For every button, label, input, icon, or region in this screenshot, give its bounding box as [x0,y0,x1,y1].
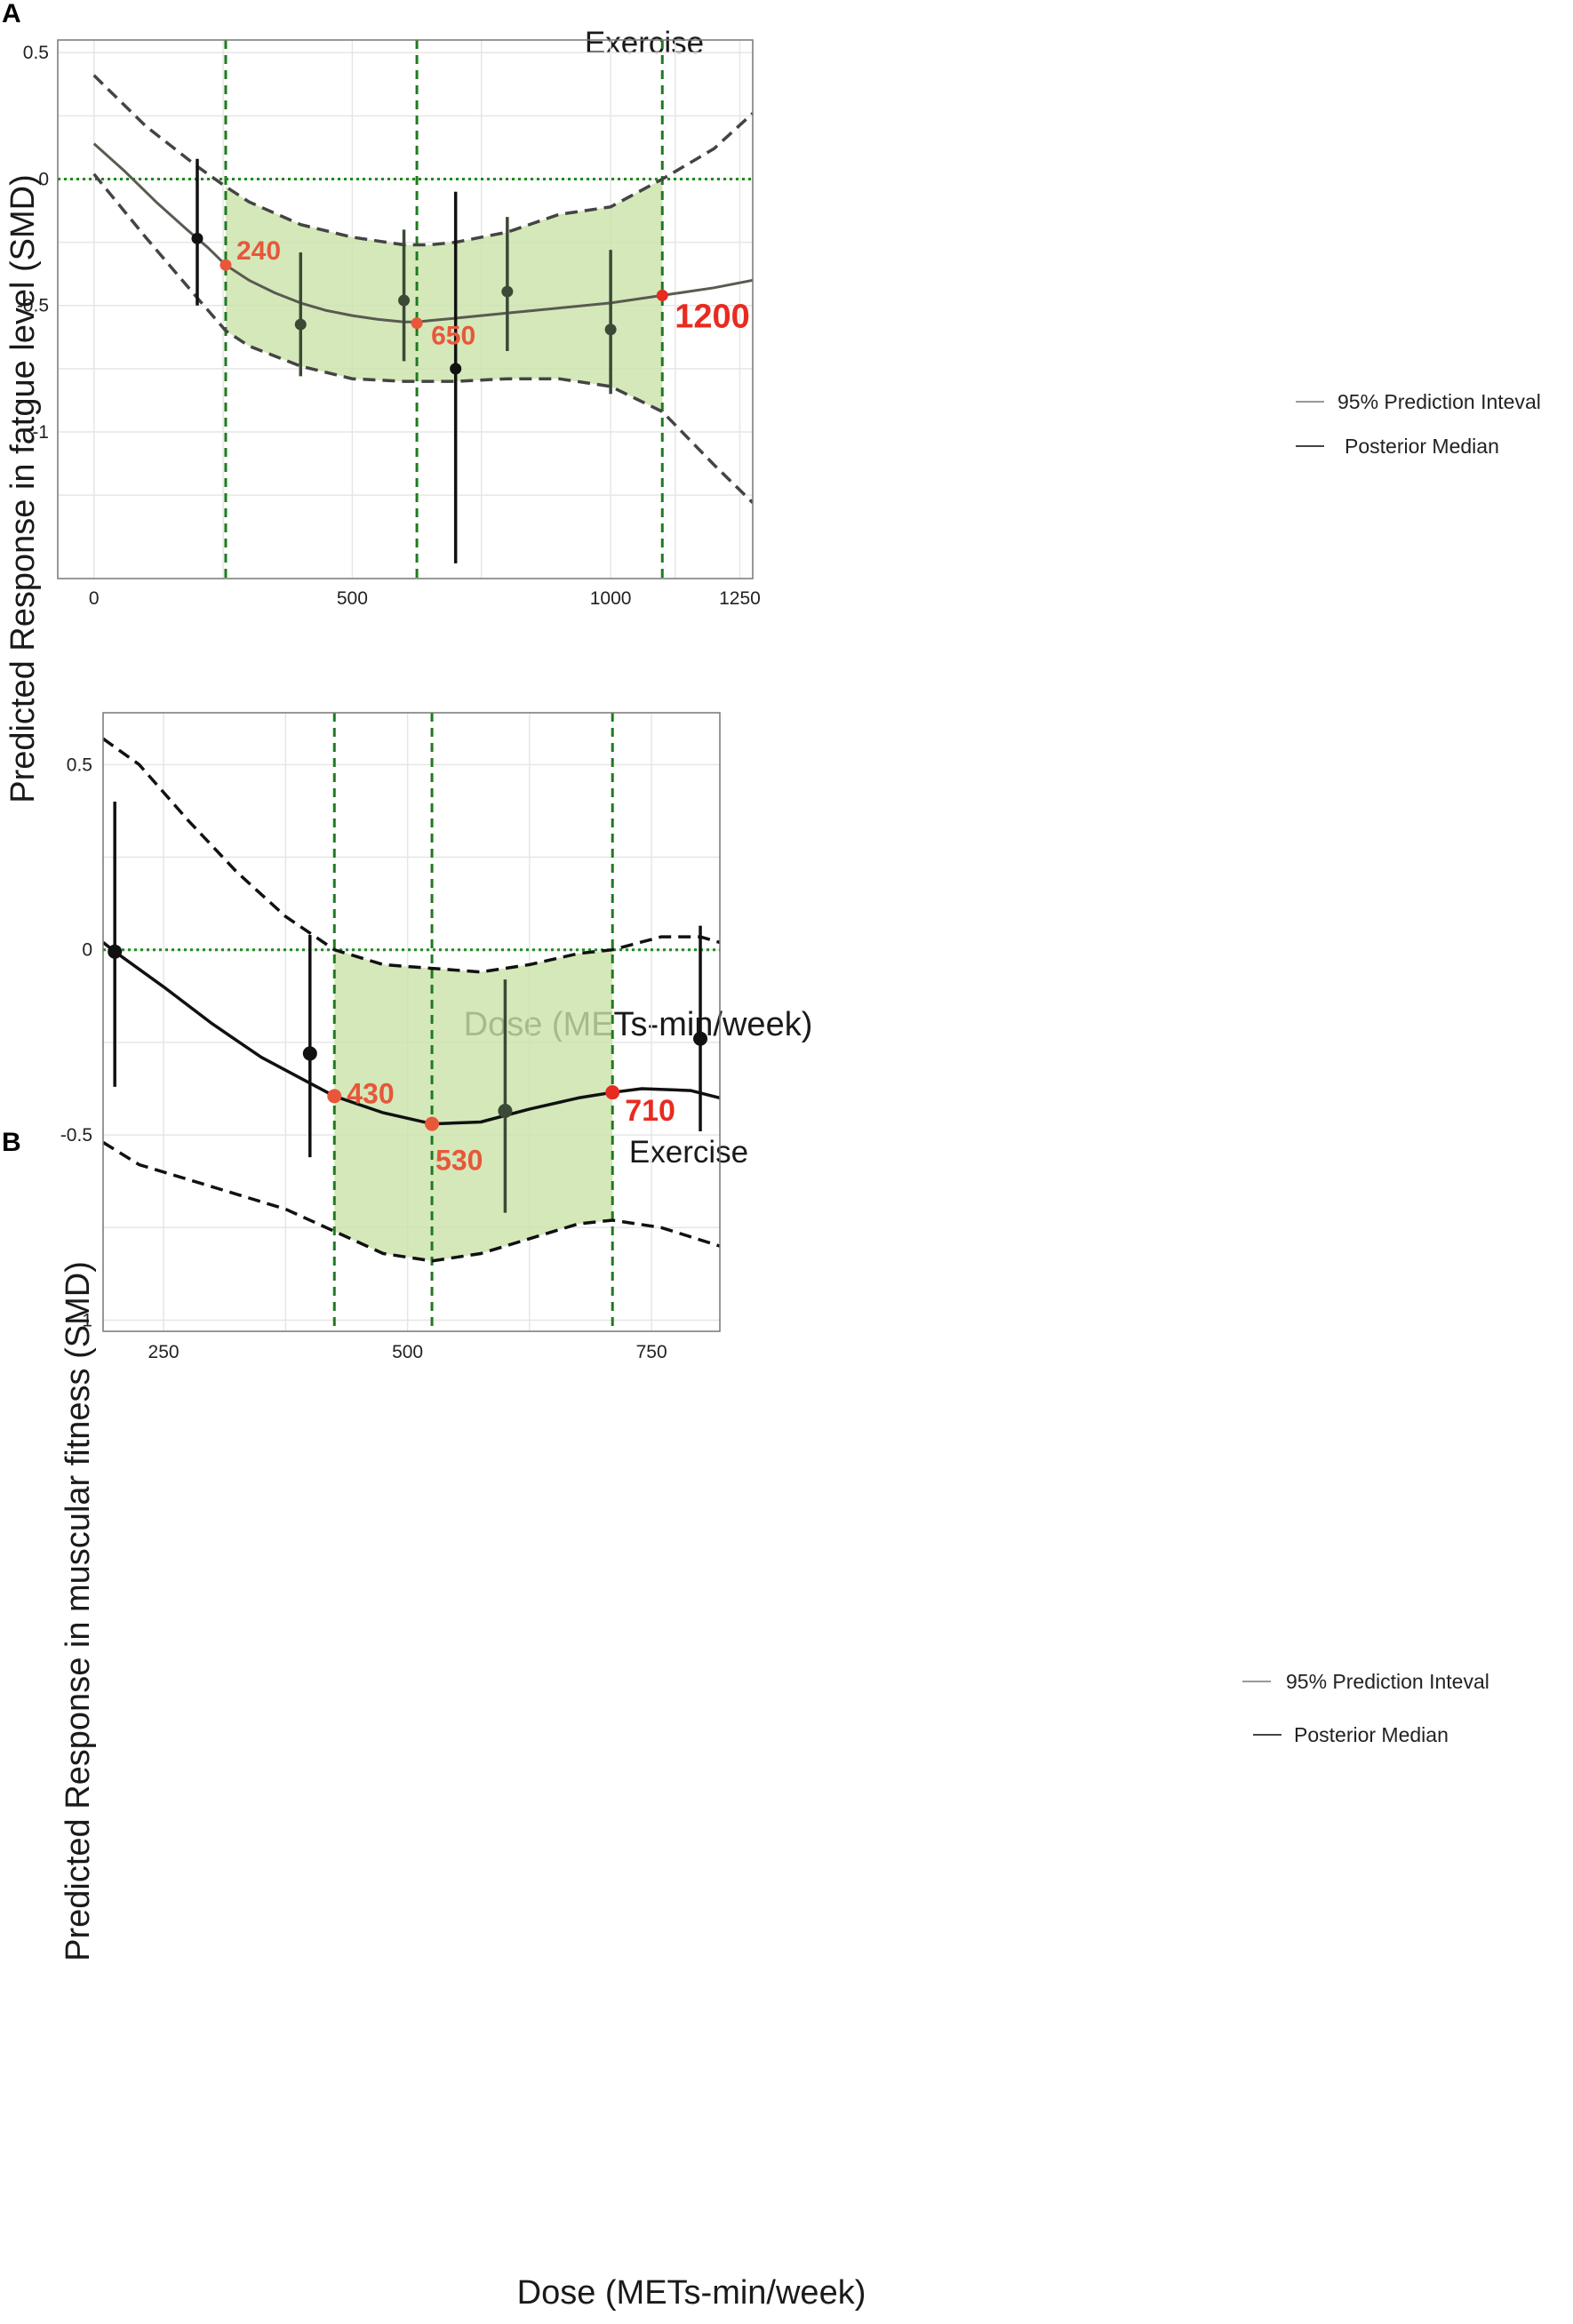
x-tick-label: 1250 [719,588,761,609]
panel-letter-a: A [2,0,21,28]
highlight-point [605,1085,620,1100]
data-point [450,363,462,375]
panel-b-prediction-band [334,949,613,1261]
data-point [501,285,514,298]
panel-a-plot-frame [57,39,754,579]
highlight-label: 240 [236,236,281,266]
data-point [398,294,411,307]
y-tick-label: -1 [32,422,49,443]
upper-prediction-bound [103,737,720,974]
y-tick-label: -0.5 [60,1125,92,1146]
x-tick-label: 250 [148,1342,180,1362]
panel-a-prediction-band [226,179,663,412]
panel-b-title: Exercise [629,1135,748,1170]
x-tick-label: 750 [636,1342,667,1362]
panel-a-tick-labels: 0.5 0 -0.5 -1 0 500 1000 1250 [17,43,761,609]
panel-b-highlights: 430 530 710 [327,1077,675,1177]
y-tick-label: -0.5 [17,296,49,316]
y-tick-label: -1 [76,1310,92,1330]
panel-a-legend: 95% Prediction Inteval Posterior Median [1296,390,1541,458]
legend-b-median-label: Posterior Median [1294,1723,1449,1746]
panel-letter-b: B [2,1128,21,1157]
legend-b-interval-label: 95% Prediction Inteval [1286,1670,1489,1693]
panel-b-y-axis-title: Predicted Response in muscular fitness (… [60,1261,97,1961]
panel-b-interval-bounds [103,737,720,1263]
highlight-point [327,1089,342,1104]
data-point [294,318,307,331]
posterior-median-line [103,941,720,1126]
data-point [302,1046,317,1061]
y-tick-label: 0.5 [67,755,92,775]
panel-a-points [191,158,617,563]
panel-b-legend: 95% Prediction Inteval Posterior Median [1242,1670,1489,1746]
panel-a: A Exercise 240 650 1200 0.5 0 -0.5 -1 0 500 1000… [2,0,1541,1043]
lower-prediction-bound [103,1140,720,1263]
highlight-point [220,259,232,271]
highlight-label: 710 [625,1094,675,1128]
panel-b: B Exercise 430 530 710 0.5 0 -0.5 -1 250 500 750… [2,712,1489,2312]
highlight-point [656,289,668,301]
x-tick-label: 500 [392,1342,423,1362]
upper-prediction-bound [92,74,753,247]
y-tick-label: 0 [38,169,49,189]
data-point [191,232,204,244]
panel-b-tick-labels: 0.5 0 -0.5 -1 250 500 750 [60,755,667,1362]
x-tick-label: 1000 [590,588,632,609]
highlight-point [411,317,423,330]
data-point [604,323,617,336]
lower-prediction-bound [92,172,753,504]
panel-b-points [108,802,708,1213]
y-tick-label: 0 [82,940,92,961]
panel-a-y-axis-title: Predicted Response in fatgue level (SMD) [4,174,42,803]
highlight-point [425,1116,440,1131]
highlight-label: 650 [431,322,475,351]
prediction-band-area [226,179,663,412]
data-point [693,1031,708,1046]
panel-b-x-axis-title: Dose (METs-min/week) [517,2274,866,2312]
panel-a-highlights: 240 650 1200 [220,236,750,351]
legend-a-median-label: Posterior Median [1345,435,1499,458]
highlight-label: 1200 [675,298,750,335]
panel-a-title: Exercise [585,26,704,60]
prediction-band-area [334,949,613,1261]
panel-b-plot-frame [102,712,721,1332]
x-tick-label: 0 [89,588,100,609]
x-tick-label: 500 [337,588,368,609]
panel-a-reference-lines [58,40,753,579]
panel-b-median [103,941,720,1126]
data-point [498,1104,513,1119]
y-tick-label: 0.5 [23,43,49,63]
panel-a-interval-bounds [92,74,753,504]
panel-b-reference-lines [103,713,720,1331]
legend-a-interval-label: 95% Prediction Inteval [1337,390,1541,413]
highlight-label: 430 [347,1077,394,1109]
highlight-label: 530 [435,1145,483,1177]
data-point [108,944,123,959]
